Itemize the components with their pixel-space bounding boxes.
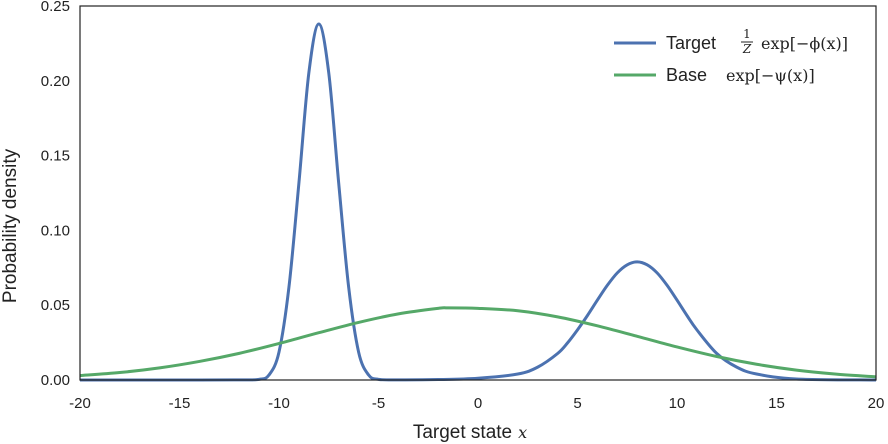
x-tick-label: 0 [474,395,482,412]
axes-border [79,5,877,381]
legend-item-target: Target 1 Z exp[−ϕ(x)] [614,27,848,56]
y-axis-ticks: 0.00 0.05 0.10 0.15 0.20 0.25 [41,0,70,389]
y-tick-label: 0.25 [41,0,70,15]
series-line-target [79,22,877,382]
y-tick-label: 0.00 [41,372,70,389]
x-tick-label: 20 [868,395,885,412]
axis-frame [79,5,877,381]
legend: Target 1 Z exp[−ϕ(x)] Base exp[−ψ(x)] [614,27,848,85]
x-axis-ticks: -20 -15 -10 -5 0 5 10 15 20 [69,395,884,412]
x-tick-label: -20 [69,395,91,412]
y-axis-label: Probability density [0,148,21,303]
x-tick-label: 15 [768,395,785,412]
series-line-base [79,306,877,379]
legend-formula-frac-num: 1 [743,27,751,41]
x-tick-label: 10 [669,395,686,412]
legend-formula-frac-den: Z [742,42,752,56]
legend-formula-base: exp[−ψ(x)] [726,66,815,85]
x-tick-label: -5 [372,395,385,412]
y-tick-label: 0.15 [41,148,70,165]
legend-item-base: Base exp[−ψ(x)] [614,65,815,85]
y-tick-label: 0.20 [41,73,70,90]
legend-label-target: Target [666,33,716,53]
legend-label-base: Base [666,65,707,85]
x-tick-label: -15 [169,395,191,412]
legend-formula-target: exp[−ϕ(x)] [761,34,848,53]
plot-area [80,6,876,380]
y-tick-label: 0.10 [41,222,70,239]
series-layer [79,22,877,382]
x-axis-label: Target state x [413,422,527,443]
x-tick-label: 5 [573,395,581,412]
y-tick-label: 0.05 [41,297,70,314]
plot-background [80,6,876,380]
x-tick-label: -10 [268,395,290,412]
